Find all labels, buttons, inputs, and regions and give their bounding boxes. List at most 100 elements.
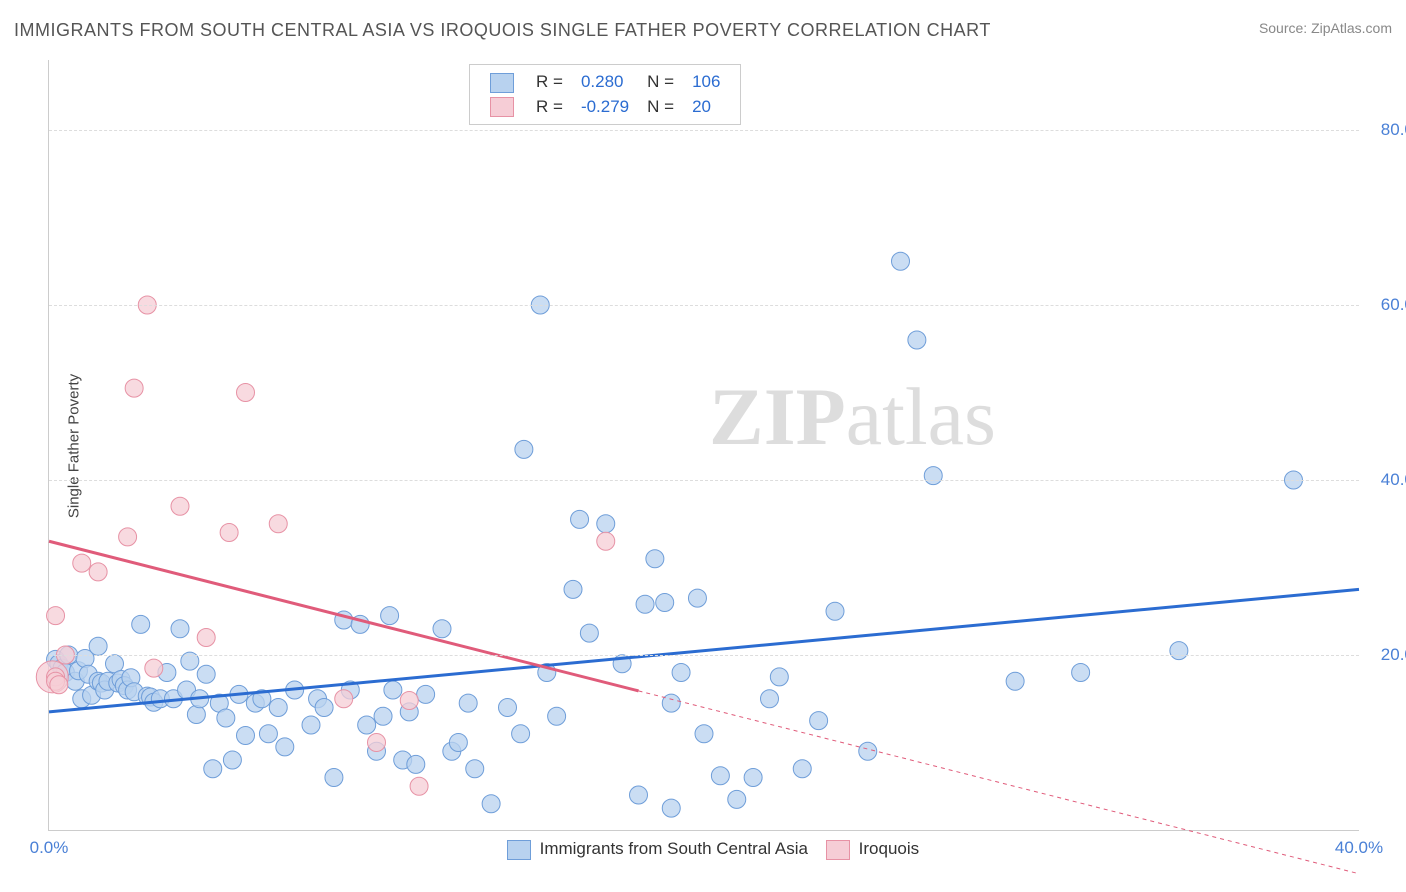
grid-line [49, 480, 1359, 481]
scatter-point [197, 665, 215, 683]
scatter-point [410, 777, 428, 795]
scatter-point [646, 550, 664, 568]
scatter-point [571, 510, 589, 528]
scatter-point [335, 690, 353, 708]
scatter-point [259, 725, 277, 743]
legend-table: R =0.280N =106R =-0.279N =20 [480, 69, 730, 120]
y-tick-label: 40.0% [1381, 470, 1406, 490]
scatter-point [269, 699, 287, 717]
legend-correlation-box: R =0.280N =106R =-0.279N =20 [469, 64, 741, 125]
scatter-point [688, 589, 706, 607]
scatter-point [171, 620, 189, 638]
scatter-point [466, 760, 484, 778]
scatter-point [656, 594, 674, 612]
scatter-point [597, 532, 615, 550]
legend-swatch [490, 97, 514, 117]
scatter-point [302, 716, 320, 734]
scatter-point [761, 690, 779, 708]
scatter-point [1006, 672, 1024, 690]
scatter-point [482, 795, 500, 813]
scatter-point [223, 751, 241, 769]
scatter-point [315, 699, 333, 717]
scatter-point [47, 607, 65, 625]
scatter-point [512, 725, 530, 743]
scatter-point [810, 712, 828, 730]
scatter-point [197, 629, 215, 647]
scatter-point [119, 528, 137, 546]
scatter-point [564, 580, 582, 598]
legend-N-value: 106 [684, 71, 728, 94]
legend-swatch [826, 840, 850, 860]
scatter-point [417, 685, 435, 703]
legend-R-label: R = [528, 96, 571, 119]
scatter-point [744, 769, 762, 787]
scatter-point [1072, 664, 1090, 682]
legend-N-label: N = [639, 96, 682, 119]
x-tick-label: 0.0% [30, 838, 69, 858]
scatter-point [499, 699, 517, 717]
scatter-point [217, 709, 235, 727]
grid-line [49, 305, 1359, 306]
scatter-point [381, 607, 399, 625]
scatter-point [892, 252, 910, 270]
legend-N-value: 20 [684, 96, 728, 119]
scatter-point [433, 620, 451, 638]
scatter-point [384, 681, 402, 699]
legend-swatch [507, 840, 531, 860]
scatter-point [662, 694, 680, 712]
scatter-point [276, 738, 294, 756]
scatter-point [220, 524, 238, 542]
scatter-point [515, 440, 533, 458]
x-tick-label: 40.0% [1335, 838, 1383, 858]
scatter-point [924, 467, 942, 485]
grid-line [49, 130, 1359, 131]
scatter-point [125, 379, 143, 397]
scatter-point [50, 676, 68, 694]
legend-R-value: -0.279 [573, 96, 637, 119]
y-tick-label: 60.0% [1381, 295, 1406, 315]
legend-series-name: Iroquois [854, 839, 919, 858]
scatter-point [358, 716, 376, 734]
plot-area: ZIPatlas R =0.280N =106R =-0.279N =20 Im… [48, 60, 1359, 831]
scatter-point [630, 786, 648, 804]
scatter-point [89, 637, 107, 655]
legend-R-value: 0.280 [573, 71, 637, 94]
legend-N-label: N = [639, 71, 682, 94]
scatter-point [368, 734, 386, 752]
legend-row: R =-0.279N =20 [482, 96, 728, 119]
scatter-point [132, 615, 150, 633]
y-tick-label: 80.0% [1381, 120, 1406, 140]
chart-title: IMMIGRANTS FROM SOUTH CENTRAL ASIA VS IR… [14, 20, 991, 40]
scatter-point [400, 692, 418, 710]
scatter-point [859, 742, 877, 760]
scatter-point [1170, 642, 1188, 660]
scatter-point [269, 515, 287, 533]
scatter-point [597, 515, 615, 533]
scatter-point [374, 707, 392, 725]
scatter-point [237, 384, 255, 402]
scatter-point [770, 668, 788, 686]
scatter-point [695, 725, 713, 743]
scatter-point [187, 706, 205, 724]
source-attribution: Source: ZipAtlas.com [1259, 20, 1392, 36]
legend-R-label: R = [528, 71, 571, 94]
scatter-point [908, 331, 926, 349]
scatter-point [237, 727, 255, 745]
scatter-point [636, 595, 654, 613]
legend-series-name: Immigrants from South Central Asia [535, 839, 808, 858]
scatter-point [826, 602, 844, 620]
trend-line [49, 589, 1359, 712]
scatter-point [89, 563, 107, 581]
scatter-point [204, 760, 222, 778]
scatter-point [793, 760, 811, 778]
scatter-point [728, 790, 746, 808]
scatter-point [662, 799, 680, 817]
legend-series: Immigrants from South Central Asia Iroqu… [49, 839, 1359, 860]
scatter-point [580, 624, 598, 642]
svg-layer [49, 60, 1359, 830]
scatter-point [672, 664, 690, 682]
scatter-point [449, 734, 467, 752]
legend-swatch [490, 73, 514, 93]
scatter-point [73, 554, 91, 572]
scatter-point [325, 769, 343, 787]
